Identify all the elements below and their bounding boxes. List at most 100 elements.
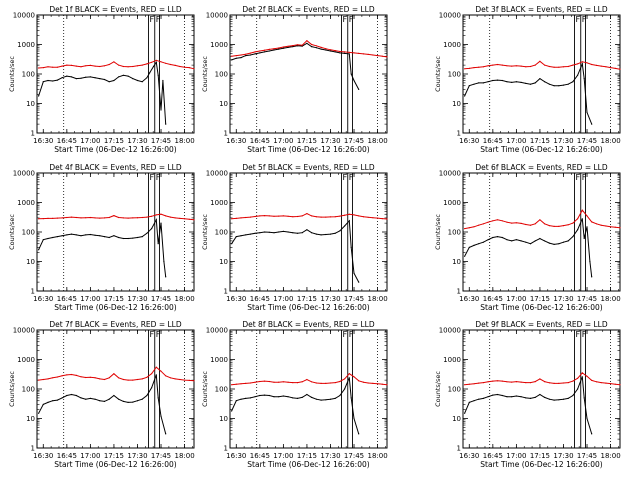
data-point: [386, 56, 388, 58]
data-point: [558, 66, 560, 68]
data-point: [151, 61, 153, 63]
data-point: [113, 373, 115, 375]
data-point: [245, 55, 247, 57]
data-point: [118, 398, 120, 400]
data-point: [282, 381, 284, 383]
data-point: [496, 63, 499, 66]
data-point: [56, 66, 59, 68]
data-point: [577, 377, 579, 379]
series-lld: [38, 59, 195, 70]
data-point: [325, 216, 327, 218]
data-point: [127, 66, 129, 68]
data-point: [487, 381, 489, 383]
data-point: [506, 65, 508, 67]
data-point: [245, 216, 247, 219]
x-axis-label: Start Time (06-Dec-12 16:26:00): [54, 460, 176, 469]
data-point: [127, 217, 129, 219]
data-point: [315, 382, 317, 384]
x-tick-label: 17:00: [506, 137, 526, 145]
plot-frame: [36, 329, 195, 449]
y-tick-label: 1: [31, 288, 35, 296]
data-point: [553, 85, 555, 87]
data-point: [515, 239, 518, 241]
chart-title: Det 1f BLACK = Events, RED = LLD: [49, 5, 182, 14]
data-point: [567, 397, 569, 399]
data-point: [506, 239, 508, 241]
data-point: [188, 67, 190, 69]
data-point: [47, 217, 49, 219]
data-point: [464, 384, 466, 386]
data-point: [263, 51, 266, 53]
data-point: [487, 81, 489, 83]
data-point: [56, 376, 59, 378]
data-point: [47, 79, 49, 82]
data-point: [367, 382, 369, 384]
data-point: [315, 47, 317, 49]
series-line-lld: [464, 209, 621, 230]
y-axis-label: Counts/sec: [434, 371, 442, 407]
y-tick-label: 100: [215, 71, 228, 79]
data-point: [329, 49, 332, 51]
data-point: [529, 382, 532, 384]
data-point: [259, 215, 261, 217]
y-axis-label: Counts/sec: [201, 56, 209, 92]
data-point: [278, 396, 280, 398]
data-point: [263, 49, 266, 51]
data-point: [544, 223, 546, 225]
data-point: [113, 61, 115, 63]
x-tick-label: 17:00: [506, 295, 526, 303]
data-point: [231, 243, 233, 245]
data-point: [259, 232, 261, 234]
y-axis-label: Counts/sec: [201, 371, 209, 407]
data-point: [122, 237, 124, 240]
data-point: [348, 213, 350, 215]
data-point: [157, 397, 159, 399]
data-point: [245, 234, 247, 236]
data-point: [367, 53, 369, 56]
data-point: [487, 65, 489, 67]
data-point: [70, 216, 73, 218]
data-point: [160, 109, 162, 111]
chart-title: Det 7f BLACK = Events, RED = LLD: [49, 320, 182, 329]
x-tick-label: 17:15: [530, 452, 550, 460]
data-point: [254, 53, 256, 55]
data-point: [581, 61, 583, 63]
data-point: [315, 45, 317, 47]
data-point: [132, 65, 134, 68]
data-point: [268, 48, 270, 51]
y-tick-label: 10: [219, 415, 228, 423]
y-tick-label: 100: [22, 71, 35, 79]
data-point: [146, 63, 148, 65]
data-point: [344, 51, 346, 53]
data-point: [132, 217, 134, 219]
data-point: [386, 218, 388, 220]
data-point: [259, 380, 261, 383]
y-tick-label: 1: [224, 130, 228, 138]
data-point: [348, 377, 350, 379]
data-point: [174, 217, 176, 219]
series-events: [231, 377, 360, 435]
x-tick-label: 16:45: [57, 452, 77, 460]
marker-label: F: [349, 330, 354, 339]
data-point: [515, 381, 518, 383]
x-tick-label: 17:00: [80, 295, 100, 303]
data-point: [473, 244, 475, 246]
data-point: [614, 226, 616, 228]
x-tick-label: 17:30: [320, 137, 340, 145]
data-point: [52, 236, 54, 239]
data-point: [70, 64, 73, 66]
data-point: [99, 65, 101, 68]
x-tick-label: 17:00: [273, 295, 293, 303]
data-point: [70, 373, 73, 376]
data-point: [525, 241, 527, 243]
data-point: [47, 378, 49, 380]
data-point: [268, 380, 270, 383]
x-tick-label: 17:30: [553, 137, 573, 145]
data-point: [464, 255, 466, 257]
x-tick-label: 17:30: [320, 295, 340, 303]
data-point: [157, 74, 159, 76]
data-point: [534, 240, 536, 242]
x-tick-label: 16:45: [250, 137, 270, 145]
data-point: [259, 394, 261, 397]
data-point: [619, 227, 621, 229]
